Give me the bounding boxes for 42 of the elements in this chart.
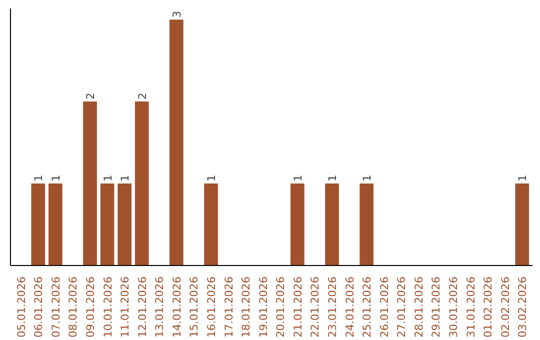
x-tick-label: 18.01.2026 — [240, 276, 253, 338]
x-tick-label: 16.01.2026 — [205, 276, 218, 338]
x-tick-label: 08.01.2026 — [66, 276, 80, 338]
x-tick-label: 13.01.2026 — [153, 276, 166, 338]
x-tick-label: 22.01.2026 — [308, 276, 322, 338]
x-tick-label: 30.01.2026 — [446, 276, 460, 338]
x-tick-label: 21.01.2026 — [291, 276, 304, 338]
data-label: 1 — [360, 174, 374, 182]
data-label: 2 — [136, 92, 149, 100]
data-label: 1 — [326, 174, 339, 182]
x-tick-label: 24.01.2026 — [343, 276, 356, 338]
data-label: 1 — [49, 174, 62, 182]
x-tick-label: 17.01.2026 — [222, 276, 236, 338]
x-tick-label: 31.01.2026 — [464, 276, 478, 338]
x-tick-label: 02.02.2026 — [498, 276, 512, 338]
data-label: 3 — [170, 10, 184, 18]
x-tick-label: 07.01.2026 — [49, 276, 62, 338]
x-tick-label: 09.01.2026 — [84, 276, 98, 338]
x-tick-label: 26.01.2026 — [378, 276, 391, 338]
x-tick-label: 19.01.2026 — [256, 276, 270, 338]
x-tick-label: 05.01.2026 — [14, 276, 28, 338]
x-tick-label: 28.01.2026 — [412, 276, 426, 338]
x-tick-label: 03.02.2026 — [516, 276, 530, 338]
x-tick-label: 15.01.2026 — [188, 276, 201, 338]
data-label: 1 — [205, 174, 218, 182]
x-tick-label: 10.01.2026 — [101, 276, 114, 338]
x-tick-label: 06.01.2026 — [32, 276, 46, 338]
data-label: 1 — [291, 174, 304, 182]
data-label: 1 — [118, 174, 132, 182]
x-tick-label: 25.01.2026 — [360, 276, 374, 338]
data-label: 2 — [84, 92, 98, 100]
x-tick-label: 27.01.2026 — [395, 276, 408, 338]
x-tick-label: 29.01.2026 — [430, 276, 443, 338]
data-label: 1 — [516, 174, 530, 182]
x-tick-label: 23.01.2026 — [326, 276, 339, 338]
x-tick-label: 01.02.2026 — [482, 276, 495, 338]
x-tick-label: 12.01.2026 — [136, 276, 149, 338]
x-tick-label: 20.01.2026 — [274, 276, 288, 338]
x-tick-label: 14.01.2026 — [170, 276, 184, 338]
data-label: 1 — [32, 174, 46, 182]
x-tick-label: 11.01.2026 — [118, 276, 132, 338]
data-label: 1 — [101, 174, 114, 182]
